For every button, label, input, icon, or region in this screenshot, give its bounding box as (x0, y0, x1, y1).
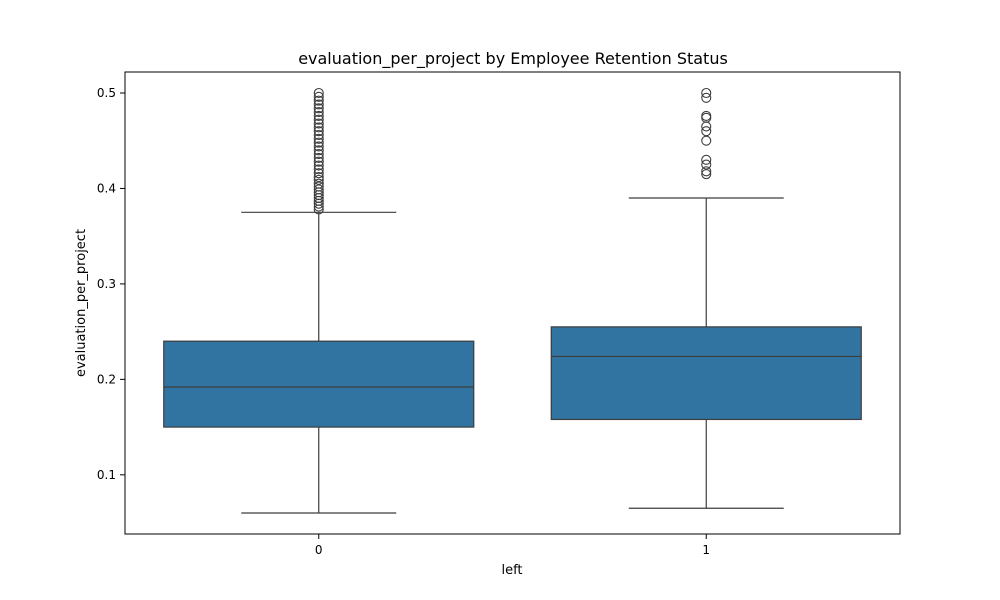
outlier-point (701, 110, 712, 121)
chart-title: evaluation_per_project by Employee Reten… (298, 49, 728, 69)
outlier-point (313, 110, 324, 121)
outlier-point (701, 166, 712, 177)
outlier-point (313, 99, 324, 110)
outlier-point (701, 92, 712, 103)
outlier-point (313, 87, 324, 99)
y-tick-label: 0.2 (97, 372, 116, 386)
outlier-point (701, 126, 712, 137)
outlier-point (313, 164, 324, 175)
y-axis: 0.1 0.2 0.3 0.4 0.5 (97, 86, 125, 482)
plot-frame (124, 71, 901, 535)
outlier-point (313, 118, 324, 129)
outlier-point (313, 149, 324, 160)
outlier-point (313, 91, 324, 102)
outlier-point (313, 141, 324, 152)
box-group-0 (163, 87, 475, 514)
outlier-point (701, 87, 712, 99)
outlier-point (313, 156, 324, 167)
y-tick-label: 0.1 (97, 468, 116, 482)
iqr-box (163, 340, 475, 428)
outlier-point (313, 114, 324, 125)
iqr-box (550, 326, 862, 421)
outlier-point (313, 168, 324, 179)
outlier-point (313, 122, 324, 133)
outlier-point (313, 107, 324, 118)
outlier-point (701, 135, 712, 146)
outlier-point (313, 178, 324, 189)
y-tick-label: 0.4 (97, 181, 116, 195)
outlier-point (313, 133, 324, 144)
y-axis-label: evaluation_per_project (74, 229, 89, 377)
y-tick-label: 0.3 (97, 277, 116, 291)
outlier-point (313, 137, 324, 148)
outlier-point (313, 103, 324, 114)
outlier-point (313, 129, 324, 141)
y-tick-label: 0.5 (97, 86, 116, 100)
outlier-point (313, 95, 324, 106)
x-tick-label: 0 (315, 543, 323, 557)
outlier-point (313, 126, 324, 137)
outlier-point (701, 154, 712, 165)
outlier-point (313, 174, 324, 185)
plot-area (163, 87, 862, 514)
outlier-point (313, 152, 324, 163)
outlier-point (701, 159, 712, 170)
outlier-point (313, 145, 324, 156)
outlier-point (313, 160, 324, 171)
x-axis-label: left (501, 563, 522, 578)
x-tick-label: 1 (702, 543, 710, 557)
outlier-point (313, 171, 324, 183)
box-group-1 (550, 87, 862, 509)
outlier-point (701, 112, 712, 123)
